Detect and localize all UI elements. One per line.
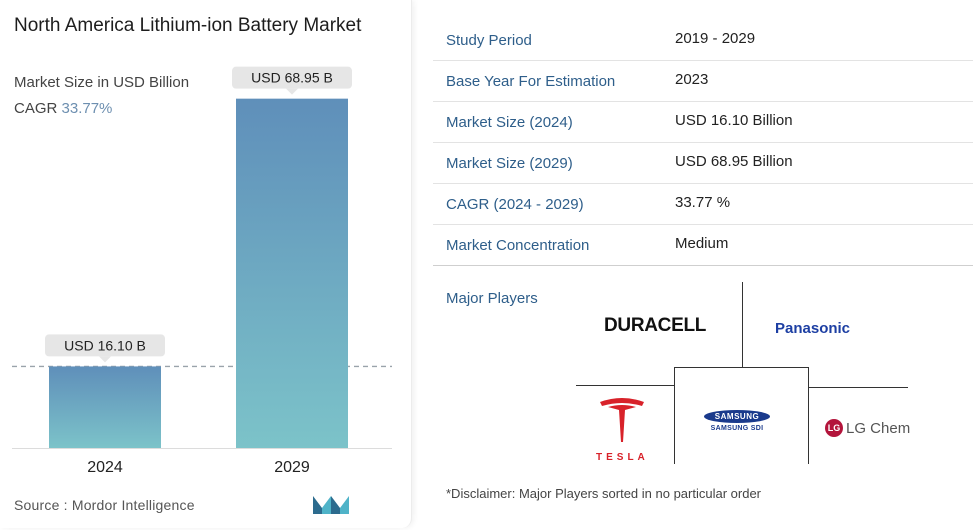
disclaimer-text: *Disclaimer: Major Players sorted in no … — [446, 486, 762, 501]
duracell-logo: DURACELL — [604, 315, 707, 336]
row-value: Medium — [675, 235, 729, 252]
x-tick-label: 2024 — [87, 459, 123, 476]
tesla-t-icon — [600, 398, 644, 442]
row-value: USD 16.10 Billion — [675, 112, 793, 129]
lg-circle-icon: LG — [825, 419, 843, 437]
samsung-wordmark: SAMSUNG — [704, 410, 770, 423]
table-row: Market Concentration Medium — [433, 225, 973, 266]
row-value: 2019 - 2029 — [675, 30, 756, 47]
source-text: Source : Mordor Intelligence — [14, 497, 195, 513]
row-label: CAGR (2024 - 2029) — [446, 196, 584, 213]
table-row: Market Size (2029) USD 68.95 Billion — [433, 143, 973, 184]
cagr-line: CAGR 33.77% — [14, 100, 112, 117]
data-label: USD 68.95 B — [251, 70, 333, 86]
major-players-title: Major Players — [446, 290, 538, 307]
tesla-wordmark: TESLA — [596, 452, 649, 463]
table-row: Base Year For Estimation 2023 — [433, 61, 973, 102]
chart-subtitle: Market Size in USD Billion — [14, 74, 190, 91]
x-tick-label: 2029 — [274, 459, 310, 476]
row-value: USD 68.95 Billion — [675, 153, 793, 170]
cagr-label: CAGR — [14, 100, 58, 117]
bar-2029 — [236, 98, 348, 449]
row-value: 2023 — [675, 71, 709, 88]
row-label: Study Period — [446, 32, 532, 49]
row-label: Market Concentration — [446, 237, 590, 254]
table-row: Market Size (2024) USD 16.10 Billion — [433, 102, 973, 143]
row-label: Market Size (2029) — [446, 155, 573, 172]
data-label-bg — [232, 66, 352, 89]
data-label-bg — [45, 334, 165, 357]
lg-chem-logo: LG LG Chem — [825, 419, 910, 437]
panasonic-logo: Panasonic — [775, 320, 851, 337]
table-row: Study Period 2019 - 2029 — [433, 20, 973, 61]
players-divider — [808, 367, 809, 464]
market-summary-table: Study Period 2019 - 2029 Base Year For Est… — [433, 20, 973, 266]
row-label: Base Year For Estimation — [446, 73, 616, 90]
data-label-pointer — [99, 356, 111, 363]
cagr-value: 33.77% — [61, 100, 113, 117]
row-value: 33.77 % — [675, 194, 731, 211]
chart-title: North America Lithium-ion Battery Market — [14, 15, 362, 36]
samsung-sdi-logo: SAMSUNG SAMSUNG SDI — [704, 410, 770, 432]
data-label-pointer — [286, 88, 298, 95]
mordor-intelligence-logo-icon — [313, 496, 349, 514]
players-divider — [674, 367, 675, 464]
bar-2024 — [49, 366, 161, 448]
chart-card: North America Lithium-ion Battery Market… — [0, 0, 412, 528]
players-divider — [808, 387, 908, 388]
bar-chart: USD 16.10 B 2024 USD 68.95 B 2029 — [12, 66, 392, 476]
row-label: Market Size (2024) — [446, 114, 573, 131]
players-divider — [674, 367, 809, 368]
table-row: CAGR (2024 - 2029) 33.77 % — [433, 184, 973, 225]
lg-chem-wordmark: LG Chem — [846, 419, 911, 437]
data-label: USD 16.10 B — [64, 337, 146, 353]
players-divider — [576, 385, 674, 386]
players-divider — [742, 282, 743, 368]
samsung-sdi-wordmark: SAMSUNG SDI — [710, 425, 764, 432]
